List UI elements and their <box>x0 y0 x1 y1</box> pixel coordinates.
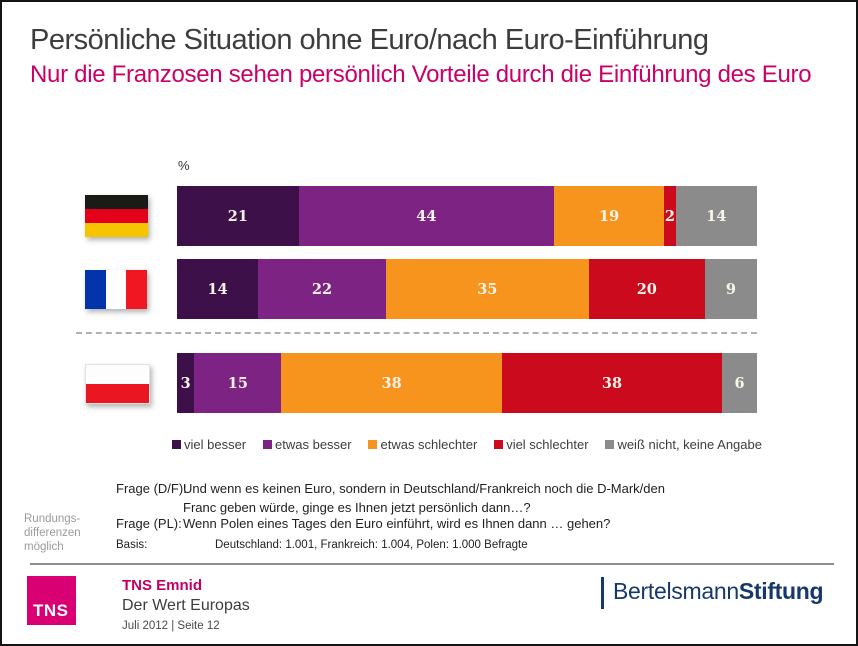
legend-label: etwas schlechter <box>380 437 478 452</box>
percent-axis-label: % <box>178 158 190 173</box>
page-title: Persönliche Situation ohne Euro/nach Eur… <box>30 24 709 56</box>
legend-item: viel schlechter <box>494 437 589 452</box>
flag-stripe <box>85 270 106 309</box>
date-and-page: Juli 2012 | Seite 12 <box>122 620 220 632</box>
flag-stripe <box>85 209 148 223</box>
legend-marker-icon <box>605 440 615 449</box>
segment-value-label: 44 <box>416 207 437 225</box>
bar-segment: 2 <box>664 186 676 246</box>
france-flag-icon <box>85 270 148 309</box>
legend-item: etwas besser <box>263 437 352 452</box>
flag-stripe <box>105 270 127 309</box>
page-subtitle: Nur die Franzosen sehen persönlich Vorte… <box>30 61 812 88</box>
segment-value-label: 2 <box>664 207 676 225</box>
bertelsmann-logo-text: Bertelsmann <box>613 578 739 604</box>
stacked-bar-france: 14 22 35 20 9 <box>177 259 757 319</box>
rounding-note: Rundungs- differenzen möglich <box>24 513 81 553</box>
legend-item: viel besser <box>172 437 246 452</box>
bar-segment: 3 <box>177 353 195 413</box>
footer-divider <box>30 563 834 565</box>
report-title: Der Wert Europas <box>122 597 250 614</box>
legend-marker-icon <box>368 440 378 449</box>
bar-segment: 21 <box>177 186 299 246</box>
dashed-separator-line <box>76 332 757 334</box>
bar-segment: 19 <box>553 186 665 246</box>
legend-label: etwas besser <box>275 437 352 452</box>
question-df-label: Frage (D/F): <box>116 481 187 496</box>
question-df-text-line1: Und wenn es keinen Euro, sondern in Deut… <box>183 481 665 496</box>
brand-name: TNS Emnid <box>122 577 203 594</box>
stacked-bar-germany: 21 44 19 2 14 <box>177 186 757 246</box>
poland-flag-icon <box>85 364 150 404</box>
segment-value-label: 38 <box>381 374 402 392</box>
flag-stripe <box>86 384 149 403</box>
chart-legend: viel besser etwas besser etwas schlechter v… <box>172 437 762 452</box>
bar-segment: 44 <box>298 186 554 246</box>
bar-segment: 38 <box>501 353 723 413</box>
bar-segment: 38 <box>281 353 502 413</box>
legend-marker-icon <box>263 440 273 449</box>
question-df-text-line2: Franc geben würde, ginge es Ihnen jetzt … <box>183 500 531 515</box>
segment-value-label: 9 <box>725 280 736 298</box>
legend-marker-icon <box>494 440 504 449</box>
segment-value-label: 38 <box>601 374 623 392</box>
bar-segment: 22 <box>258 259 386 319</box>
bertelsmann-logo-bar <box>601 577 604 609</box>
flag-stripe <box>126 270 148 309</box>
legend-item: weiß nicht, keine Angabe <box>605 437 762 452</box>
bar-segment: 6 <box>722 353 757 413</box>
tns-logo-text: TNS <box>33 601 69 620</box>
basis-label: Basis: <box>116 539 148 551</box>
flag-stripe <box>85 223 148 237</box>
basis-text: Deutschland: 1.001, Frankreich: 1.004, P… <box>215 539 528 551</box>
bar-segment: 9 <box>704 259 757 319</box>
footer-brand-block: TNS Emnid Der Wert Europas Juli 2012 | S… <box>122 577 250 632</box>
segment-value-label: 14 <box>207 280 228 298</box>
stiftung-logo-text: Stiftung <box>738 578 824 604</box>
legend-marker-icon <box>172 440 181 449</box>
segment-value-label: 6 <box>734 374 745 392</box>
stacked-bar-poland: 3 15 38 38 6 <box>177 353 757 413</box>
segment-value-label: 3 <box>180 374 191 392</box>
question-pl-text: Wenn Polen eines Tages den Euro einführt… <box>183 516 611 531</box>
segment-value-label: 22 <box>311 280 333 298</box>
segment-value-label: 20 <box>636 280 657 298</box>
legend-label: viel schlechter <box>506 437 589 452</box>
bar-segment: 14 <box>177 259 259 319</box>
bar-segment: 20 <box>588 259 705 319</box>
bar-segment: 14 <box>675 186 757 246</box>
segment-value-label: 21 <box>227 207 248 225</box>
question-pl-label: Frage (PL): <box>116 516 182 531</box>
legend-label: weiß nicht, keine Angabe <box>617 437 762 452</box>
segment-value-label: 35 <box>477 280 498 298</box>
segment-value-label: 14 <box>706 207 727 225</box>
germany-flag-icon <box>85 195 148 237</box>
legend-item: etwas schlechter <box>368 437 477 452</box>
bar-segment: 15 <box>194 353 282 413</box>
question-pl: Frage (PL):Wenn Polen eines Tages den Eu… <box>116 516 610 531</box>
legend-label: viel besser <box>184 437 247 452</box>
flag-stripe <box>85 195 148 209</box>
bar-segment: 35 <box>385 259 589 319</box>
flag-stripe <box>86 365 149 384</box>
segment-value-label: 19 <box>598 207 620 225</box>
tns-logo: TNS <box>27 576 76 625</box>
question-df: Frage (D/F):Und wenn es keinen Euro, son… <box>116 479 806 517</box>
segment-value-label: 15 <box>227 374 248 392</box>
bertelsmann-stiftung-logo: BertelsmannStiftung <box>601 577 824 609</box>
